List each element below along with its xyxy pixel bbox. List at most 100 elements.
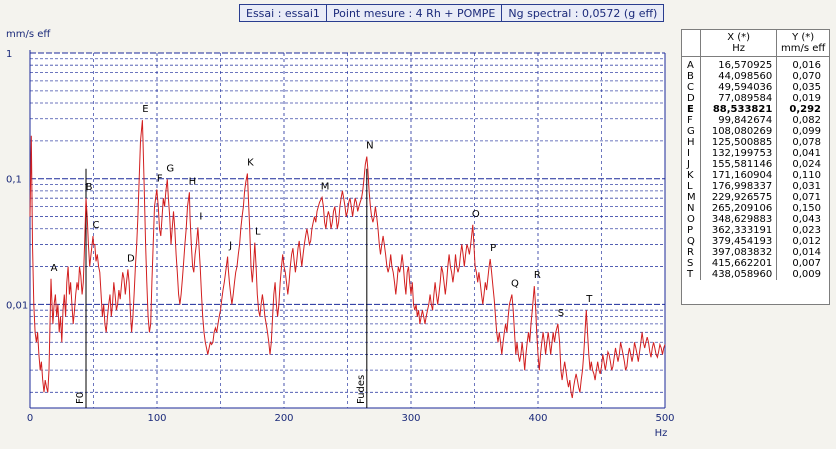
y-tick-label: 0,01 (6, 300, 28, 311)
row-y-value: 0,292 (789, 104, 821, 115)
x-tick-label: 100 (147, 413, 166, 424)
row-x-value: 16,570925 (700, 56, 778, 71)
row-x-value: 176,998337 (700, 181, 778, 192)
row-label: T (682, 269, 701, 280)
row-y-value: 0,043 (792, 214, 821, 225)
table-body: A 16,570925 0,016 B 44,098560 0,070 C 49,594036… (682, 56, 829, 280)
row-label: D (682, 93, 701, 104)
row-label: N (682, 203, 701, 214)
x-tick-label: 300 (401, 413, 420, 424)
row-label: K (682, 170, 701, 181)
chart-grid (29, 52, 666, 408)
row-x-value: 415,662201 (700, 258, 778, 269)
chart-series (29, 120, 666, 399)
table-row: F 99,842674 0,082 (682, 115, 829, 126)
row-y-value: 0,024 (792, 159, 821, 170)
table-row: T 438,058960 0,009 (682, 269, 829, 280)
table-row: L 176,998337 0,031 (682, 181, 829, 192)
peak-label: L (255, 227, 261, 238)
row-y-value: 0,009 (792, 269, 821, 280)
vertical-marker-label: F0 (75, 392, 86, 404)
row-label: J (682, 159, 701, 170)
row-label: B (682, 71, 701, 82)
row-y-value: 0,110 (792, 170, 821, 181)
row-y-value: 0,070 (792, 71, 821, 82)
y-tick-label: 0,1 (6, 175, 22, 186)
col-x-unit: Hz (732, 43, 746, 54)
row-x-value: 229,926575 (700, 192, 778, 203)
table-row: K 171,160904 0,110 (682, 170, 829, 181)
y-tick-label: 1 (6, 49, 12, 60)
row-y-value: 0,016 (792, 60, 821, 71)
row-x-value: 362,333191 (700, 225, 778, 236)
chart-header: Essai : essai1 Point mesure : 4 Rh + POM… (239, 4, 665, 22)
row-x-value: 265,209106 (700, 203, 778, 214)
row-x-value: 77,089584 (700, 93, 778, 104)
peak-label: P (490, 243, 496, 254)
x-tick-label: 200 (274, 413, 293, 424)
table-row: H 125,500885 0,078 (682, 137, 829, 148)
peak-label: K (247, 158, 254, 169)
x-tick-label: 0 (27, 413, 33, 424)
table-row: B 44,098560 0,070 (682, 71, 829, 82)
row-x-value: 125,500885 (700, 137, 778, 148)
row-label: A (682, 56, 701, 71)
row-label: G (682, 126, 701, 137)
row-y-value: 0,082 (792, 115, 821, 126)
row-label: L (682, 181, 701, 192)
row-label: P (682, 225, 701, 236)
peak-label: Q (511, 278, 519, 289)
row-label: C (682, 82, 701, 93)
table-row: A 16,570925 0,016 (682, 56, 829, 71)
table-row: O 348,629883 0,043 (682, 214, 829, 225)
table-row: D 77,089584 0,019 (682, 93, 829, 104)
row-y-value: 0,014 (792, 247, 821, 258)
table-header-x: X (*) Hz (700, 30, 778, 57)
peak-label: C (92, 220, 99, 231)
row-y-value: 0,023 (792, 225, 821, 236)
table-row: E 88,533821 0,292 (682, 104, 829, 115)
table-row: N 265,209106 0,150 (682, 203, 829, 214)
row-label: H (682, 137, 701, 148)
ng-spectral-label: Ng spectral : 0,0572 (g eff) (508, 6, 658, 20)
table-header-y: Y (*) mm/s eff (776, 30, 829, 57)
row-y-value: 0,007 (792, 258, 821, 269)
table-row: J 155,581146 0,024 (682, 159, 829, 170)
peak-label: J (228, 241, 232, 252)
peak-label: M (321, 181, 330, 192)
header-separator (501, 5, 503, 21)
table-row: S 415,662201 0,007 (682, 258, 829, 269)
row-label: I (682, 148, 701, 159)
peak-label: A (51, 263, 58, 274)
x-axis-title: Hz (655, 428, 668, 439)
y-axis-title: mm/s eff (6, 29, 51, 40)
row-y-value: 0,019 (792, 93, 821, 104)
row-label: M (682, 192, 701, 203)
table-row: I 132,199753 0,041 (682, 148, 829, 159)
row-label: F (682, 115, 701, 126)
chart-peak-labels: A B C D E FG H I J K L M N O P Q R S T (51, 104, 594, 319)
header-separator (325, 5, 327, 21)
peak-label: O (472, 209, 480, 220)
row-x-value: 155,581146 (700, 159, 778, 170)
essai-label: Essai : essai1 (246, 6, 320, 20)
peak-label: T (585, 294, 593, 305)
peak-label: G (166, 163, 174, 174)
row-x-value: 44,098560 (700, 71, 778, 82)
peak-label: R (534, 270, 541, 281)
row-x-value: 88,533821 (700, 104, 778, 115)
row-x-value: 99,842674 (700, 115, 778, 126)
row-x-value: 171,160904 (700, 170, 778, 181)
peak-label: S (558, 308, 564, 319)
peak-label: I (199, 211, 202, 222)
peak-label: N (366, 141, 373, 152)
row-y-value: 0,078 (792, 137, 821, 148)
row-x-value: 379,454193 (700, 236, 778, 247)
col-y-title: Y (*) (792, 32, 815, 43)
table-row: P 362,333191 0,023 (682, 225, 829, 236)
row-x-value: 49,594036 (700, 82, 778, 93)
col-y-unit: mm/s eff (780, 43, 826, 54)
row-y-value: 0,071 (792, 192, 821, 203)
point-mesure-label: Point mesure : 4 Rh + POMPE (332, 6, 496, 20)
